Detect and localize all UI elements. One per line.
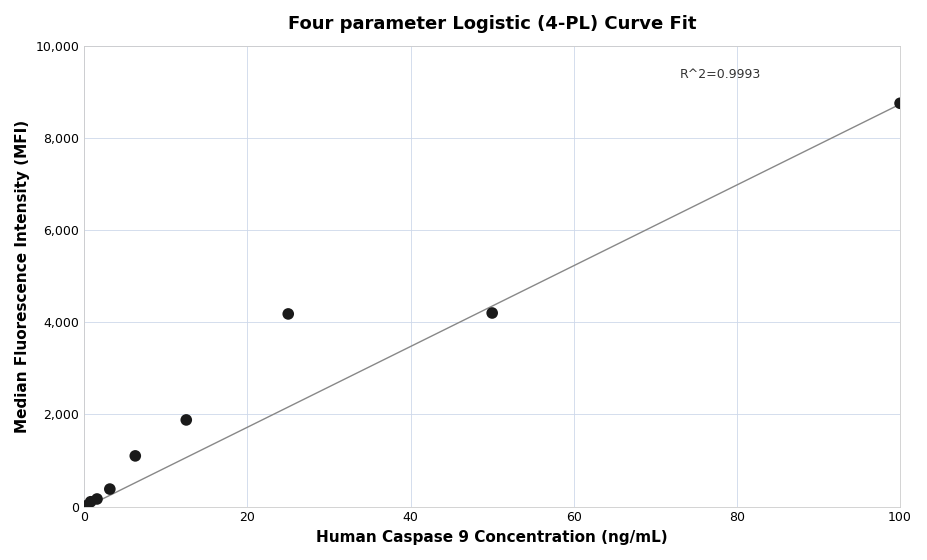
Point <box>90 494 105 503</box>
X-axis label: Human Caspase 9 Concentration (ng/mL): Human Caspase 9 Concentration (ng/mL) <box>316 530 668 545</box>
Y-axis label: Median Fluorescence Intensity (MFI): Median Fluorescence Intensity (MFI) <box>15 120 30 433</box>
Point <box>80 501 95 510</box>
Point <box>83 497 98 506</box>
Point <box>102 484 117 493</box>
Point <box>128 451 143 460</box>
Point <box>485 309 500 318</box>
Point <box>893 99 908 108</box>
Point <box>179 416 194 424</box>
Point <box>281 310 296 319</box>
Text: R^2=0.9993: R^2=0.9993 <box>679 68 761 81</box>
Title: Four parameter Logistic (4-PL) Curve Fit: Four parameter Logistic (4-PL) Curve Fit <box>288 15 696 33</box>
